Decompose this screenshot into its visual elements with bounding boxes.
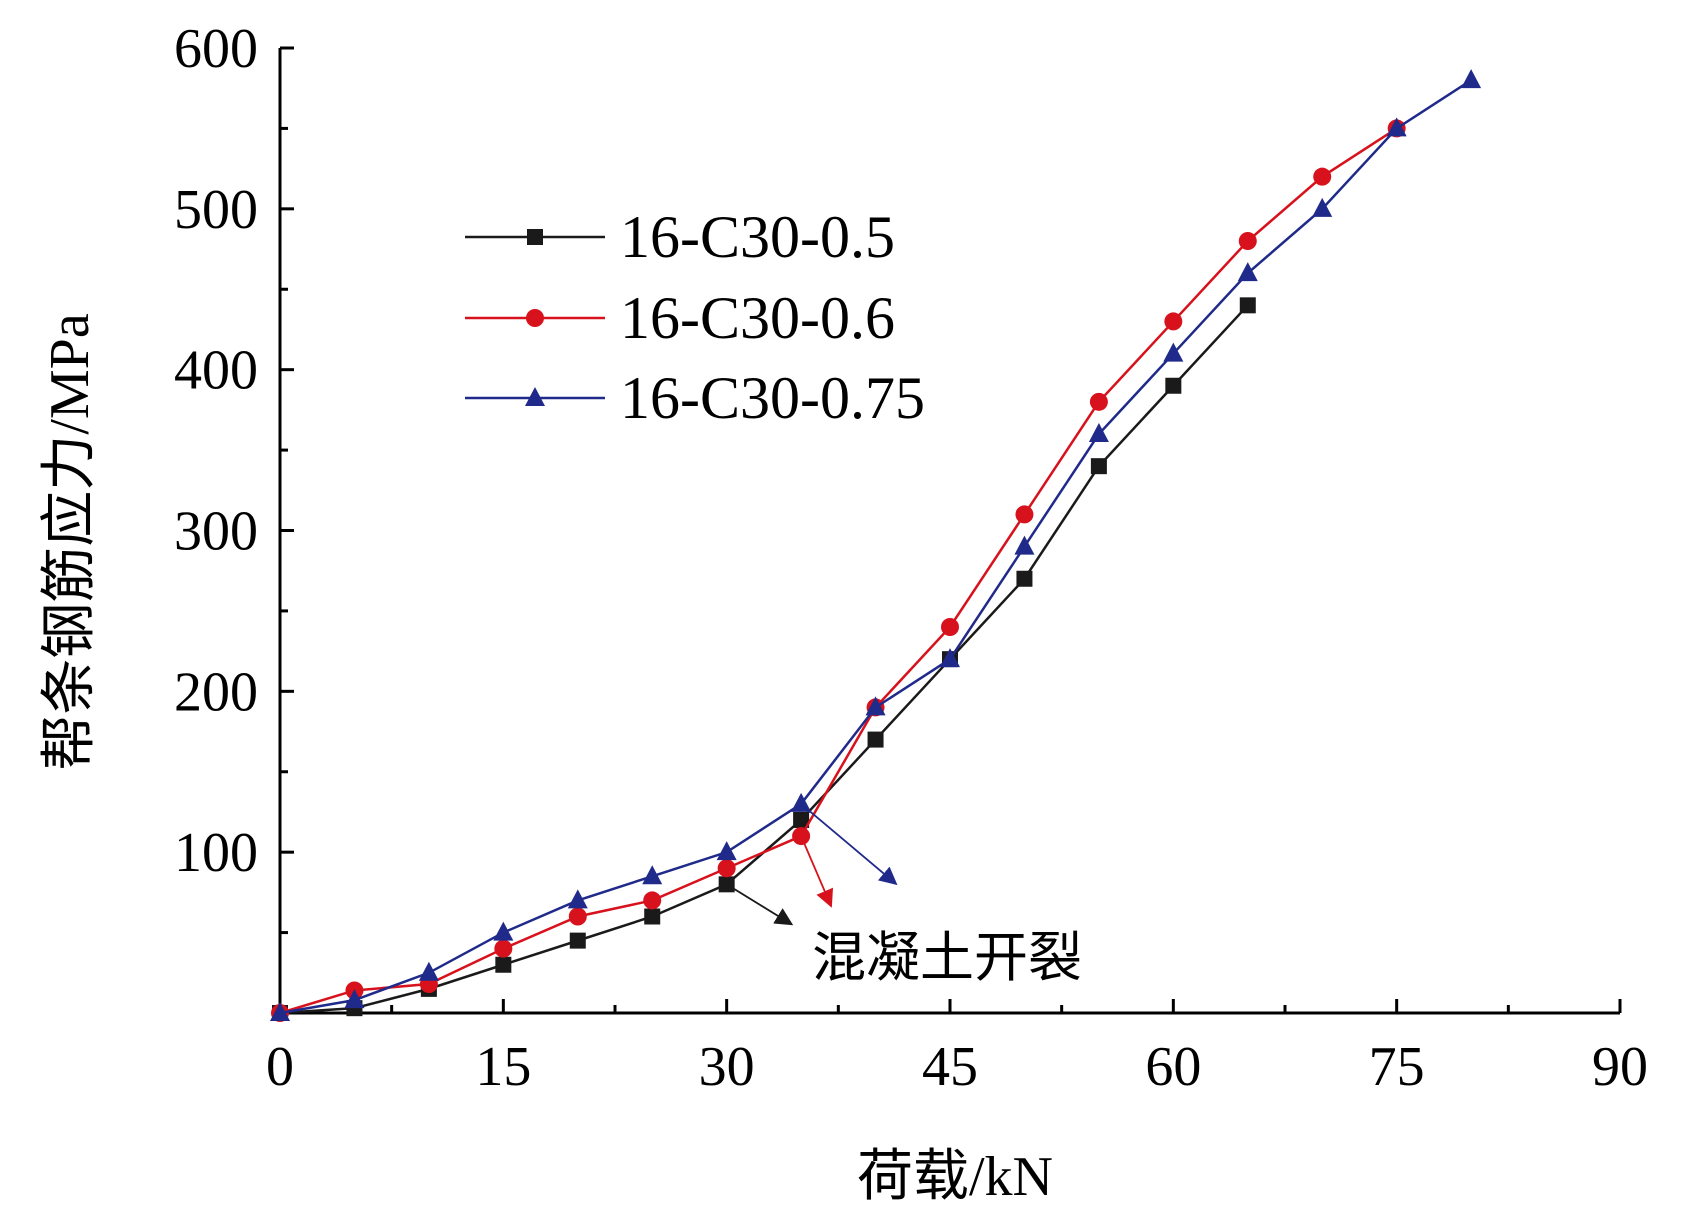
- data-point: [270, 1002, 290, 1021]
- data-point: [495, 956, 512, 973]
- data-point: [1238, 232, 1257, 250]
- data-point: [1163, 342, 1184, 362]
- y-tick-label: 400: [174, 340, 258, 402]
- data-point: [1090, 458, 1107, 475]
- data-point: [1461, 69, 1482, 89]
- x-tick-label: 30: [699, 1036, 755, 1098]
- x-tick-label: 90: [1592, 1036, 1648, 1098]
- y-axis-title: 帮条钢筋应力/MPa: [39, 313, 101, 770]
- legend-item-2: 16-C30-0.6: [465, 285, 895, 351]
- legend-label: 16-C30-0.6: [620, 285, 895, 351]
- legend-item-1: 16-C30-0.5: [465, 204, 895, 270]
- data-point: [940, 648, 960, 668]
- data-point: [493, 921, 514, 941]
- data-point: [568, 907, 587, 926]
- x-tick-label: 0: [266, 1036, 294, 1098]
- data-point: [1015, 505, 1034, 524]
- legend-label: 16-C30-0.5: [620, 204, 895, 270]
- data-point: [1014, 535, 1035, 555]
- legend-marker: [527, 229, 543, 245]
- y-tick-label: 200: [174, 661, 258, 723]
- series-3: [270, 69, 1482, 1021]
- data-point: [1088, 423, 1109, 442]
- x-axis-title: 荷载/kN: [857, 1146, 1053, 1208]
- tick-labels: 0 15 30 45 60 75 90 100 200 300 400 500 600: [174, 18, 1648, 1098]
- data-point: [716, 841, 737, 861]
- data-point: [1165, 377, 1182, 394]
- data-point: [1239, 297, 1256, 314]
- data-point: [1313, 167, 1332, 186]
- data-point: [1089, 392, 1108, 411]
- y-tick-label: 500: [174, 179, 258, 241]
- x-tick-label: 60: [1145, 1036, 1201, 1098]
- data-point: [941, 618, 959, 636]
- y-tick-label: 300: [174, 501, 258, 563]
- y-tick-label: 100: [174, 822, 258, 884]
- legend-label: 16-C30-0.75: [620, 365, 925, 431]
- annotation-arrow: [800, 835, 834, 908]
- annotation-arrow: [726, 883, 794, 926]
- x-tick-label: 15: [475, 1036, 531, 1098]
- axes: [278, 48, 1620, 1015]
- data-point: [344, 989, 365, 1009]
- data-point: [569, 932, 586, 949]
- data-point: [567, 889, 588, 909]
- data-point: [643, 891, 662, 910]
- legend-item-3: 16-C30-0.75: [465, 365, 925, 431]
- data-point: [1016, 570, 1033, 587]
- annotation: 混凝土开裂: [726, 803, 1082, 988]
- data-point: [867, 731, 884, 748]
- data-point: [1237, 262, 1258, 282]
- data-point: [1386, 117, 1407, 137]
- legend-marker: [525, 387, 545, 406]
- data-point: [717, 859, 736, 878]
- data-point: [1312, 197, 1333, 217]
- annotation-label: 混凝土开裂: [812, 928, 1082, 988]
- data-point: [865, 696, 886, 716]
- data-point: [494, 939, 513, 958]
- annotation-arrow: [800, 803, 898, 886]
- ticks: [278, 46, 1622, 1013]
- legend: 16-C30-0.5 16-C30-0.6 16-C30-0.75: [465, 204, 925, 431]
- x-tick-label: 45: [922, 1036, 978, 1098]
- legend-marker: [526, 309, 544, 327]
- y-tick-label: 600: [174, 18, 258, 80]
- data-point: [1164, 312, 1183, 331]
- data-point: [644, 908, 661, 925]
- x-tick-label: 75: [1369, 1036, 1425, 1098]
- data-point: [642, 865, 663, 885]
- data-point: [418, 961, 439, 981]
- data-point: [793, 812, 810, 828]
- series-line: [279, 127, 1398, 1015]
